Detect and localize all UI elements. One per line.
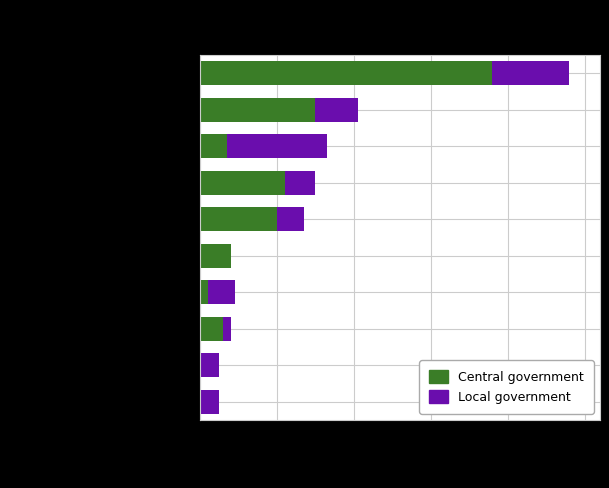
Bar	[227, 134, 327, 158]
Legend: Central government, Local government: Central government, Local government	[419, 360, 594, 414]
Bar	[200, 134, 227, 158]
Bar	[200, 317, 223, 341]
Bar	[200, 281, 208, 304]
Bar	[492, 61, 569, 85]
Bar	[223, 317, 231, 341]
Bar	[200, 390, 219, 414]
Bar	[208, 281, 234, 304]
Bar	[284, 171, 315, 195]
Bar	[315, 98, 357, 122]
Bar	[200, 244, 231, 267]
Bar	[200, 353, 219, 377]
Bar	[200, 207, 277, 231]
Bar	[200, 61, 492, 85]
Bar	[277, 207, 304, 231]
Bar	[200, 98, 315, 122]
Bar	[200, 171, 284, 195]
